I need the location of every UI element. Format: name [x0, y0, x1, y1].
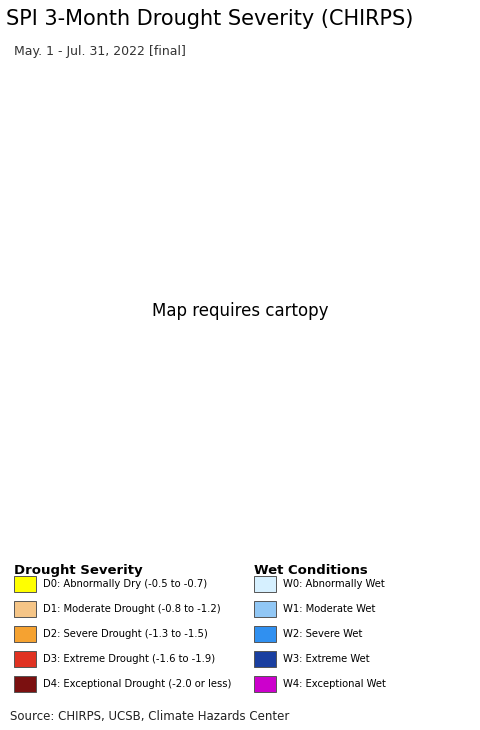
Bar: [254, 676, 276, 691]
Text: Drought Severity: Drought Severity: [14, 564, 143, 577]
Bar: [254, 626, 276, 642]
Bar: [14, 676, 36, 691]
Text: Source: CHIRPS, UCSB, Climate Hazards Center: Source: CHIRPS, UCSB, Climate Hazards Ce…: [10, 710, 289, 723]
Text: SPI 3-Month Drought Severity (CHIRPS): SPI 3-Month Drought Severity (CHIRPS): [6, 9, 413, 29]
Text: D4: Exceptional Drought (-2.0 or less): D4: Exceptional Drought (-2.0 or less): [43, 679, 231, 688]
Bar: [14, 651, 36, 666]
Text: D0: Abnormally Dry (-0.5 to -0.7): D0: Abnormally Dry (-0.5 to -0.7): [43, 579, 207, 589]
Text: Map requires cartopy: Map requires cartopy: [152, 302, 328, 320]
Text: D1: Moderate Drought (-0.8 to -1.2): D1: Moderate Drought (-0.8 to -1.2): [43, 604, 221, 614]
Text: Wet Conditions: Wet Conditions: [254, 564, 368, 577]
Text: W1: Moderate Wet: W1: Moderate Wet: [283, 604, 375, 614]
Text: W4: Exceptional Wet: W4: Exceptional Wet: [283, 679, 386, 688]
Bar: [14, 626, 36, 642]
Text: W2: Severe Wet: W2: Severe Wet: [283, 629, 362, 639]
Text: D3: Extreme Drought (-1.6 to -1.9): D3: Extreme Drought (-1.6 to -1.9): [43, 654, 216, 664]
Bar: [254, 576, 276, 592]
Bar: [254, 651, 276, 666]
Text: D2: Severe Drought (-1.3 to -1.5): D2: Severe Drought (-1.3 to -1.5): [43, 629, 208, 639]
Text: May. 1 - Jul. 31, 2022 [final]: May. 1 - Jul. 31, 2022 [final]: [14, 45, 186, 58]
Bar: [14, 576, 36, 592]
Bar: [14, 602, 36, 617]
Text: W0: Abnormally Wet: W0: Abnormally Wet: [283, 579, 385, 589]
Bar: [254, 602, 276, 617]
Text: W3: Extreme Wet: W3: Extreme Wet: [283, 654, 370, 664]
